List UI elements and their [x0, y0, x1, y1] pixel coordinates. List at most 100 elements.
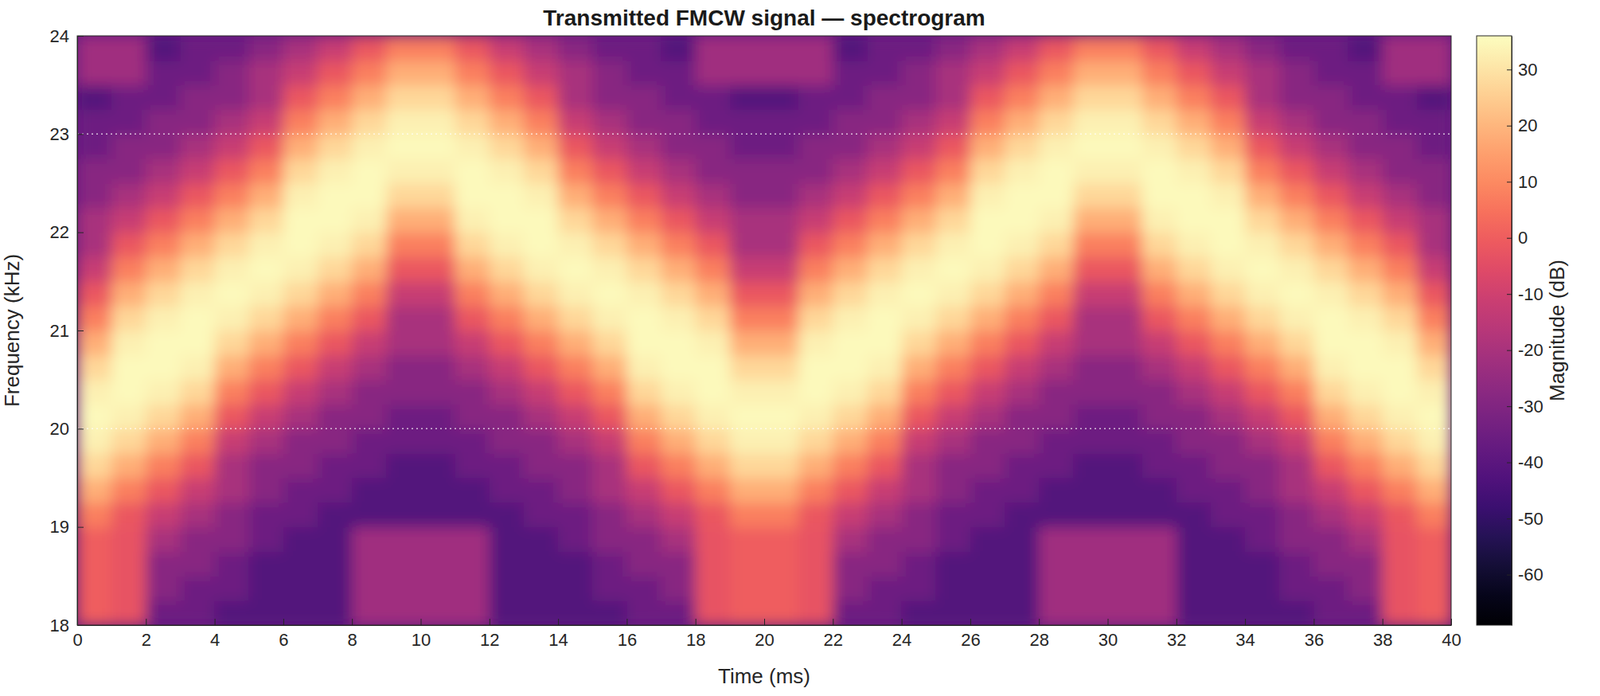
cell — [1348, 502, 1384, 527]
cell — [936, 133, 972, 159]
cell — [1073, 207, 1109, 233]
cell — [1382, 85, 1418, 110]
cell — [1279, 526, 1315, 552]
cell — [970, 379, 1006, 405]
cell — [455, 35, 491, 61]
cell — [145, 477, 181, 503]
cell — [970, 133, 1006, 159]
cell — [179, 330, 215, 356]
cell — [1279, 477, 1315, 503]
cell — [386, 257, 422, 282]
cell — [661, 85, 697, 110]
cell — [317, 355, 353, 380]
cell — [1108, 133, 1144, 159]
cell — [179, 109, 215, 135]
cell — [214, 551, 250, 577]
tick: 28 — [1029, 618, 1049, 650]
cell — [695, 109, 731, 135]
cell — [558, 133, 594, 159]
cell — [592, 133, 628, 159]
cell — [523, 85, 559, 110]
cell — [249, 379, 285, 405]
cell — [1176, 551, 1212, 577]
cell — [1244, 257, 1280, 282]
cell — [283, 85, 319, 110]
cell — [455, 355, 491, 380]
cell — [1313, 183, 1349, 208]
cell — [1073, 158, 1109, 184]
cell — [1038, 109, 1074, 135]
cell — [626, 452, 662, 478]
cell — [695, 85, 731, 110]
cell — [901, 551, 937, 577]
cell — [1142, 207, 1178, 233]
cell — [832, 85, 868, 110]
cell — [523, 575, 559, 601]
cell — [764, 109, 800, 135]
cell — [1244, 477, 1280, 503]
cell — [1313, 232, 1349, 258]
cell — [558, 35, 594, 61]
cell — [179, 85, 215, 110]
cell — [1244, 452, 1280, 478]
cell — [661, 575, 697, 601]
cell — [179, 428, 215, 453]
cell — [1210, 158, 1246, 184]
cell — [936, 207, 972, 233]
cell — [317, 551, 353, 577]
cell — [1382, 452, 1418, 478]
cell — [764, 158, 800, 184]
tick-label: -50 — [1518, 508, 1544, 529]
cell — [1210, 60, 1246, 86]
cell — [764, 133, 800, 159]
cell — [489, 85, 525, 110]
cell — [1176, 452, 1212, 478]
cell — [1416, 600, 1452, 625]
cell — [249, 257, 285, 282]
cell — [455, 575, 491, 601]
cell — [523, 109, 559, 135]
cell — [523, 502, 559, 527]
tick-mark — [1506, 69, 1512, 71]
cell — [764, 280, 800, 306]
tick: 12 — [480, 618, 500, 650]
cell — [592, 60, 628, 86]
cell — [1073, 379, 1109, 405]
cell — [1176, 502, 1212, 527]
cell — [866, 404, 902, 430]
cell — [1416, 404, 1452, 430]
cell — [1348, 280, 1384, 306]
cell — [386, 207, 422, 233]
cell — [901, 280, 937, 306]
cell — [386, 35, 422, 61]
cell — [1038, 305, 1074, 331]
cell — [1004, 207, 1040, 233]
cell — [1073, 85, 1109, 110]
cell — [592, 257, 628, 282]
cell — [489, 330, 525, 356]
cell — [351, 133, 387, 159]
cell — [798, 452, 834, 478]
cell — [901, 109, 937, 135]
tick: 38 — [1373, 618, 1393, 650]
cell — [901, 133, 937, 159]
cell — [214, 379, 250, 405]
cell — [421, 85, 457, 110]
cell — [764, 404, 800, 430]
tick: 10 — [411, 618, 431, 650]
cell — [798, 60, 834, 86]
cell — [1313, 379, 1349, 405]
cell — [455, 257, 491, 282]
cell — [1382, 232, 1418, 258]
cell — [1348, 600, 1384, 625]
colorbar-axis: -60-50-40-30-20-100102030 — [1506, 36, 1544, 626]
cell — [866, 330, 902, 356]
cell — [145, 207, 181, 233]
cell — [1416, 280, 1452, 306]
cell — [1382, 60, 1418, 86]
cell — [1038, 526, 1074, 552]
cell — [936, 600, 972, 625]
cell — [729, 158, 765, 184]
cell — [421, 404, 457, 430]
cell — [317, 158, 353, 184]
